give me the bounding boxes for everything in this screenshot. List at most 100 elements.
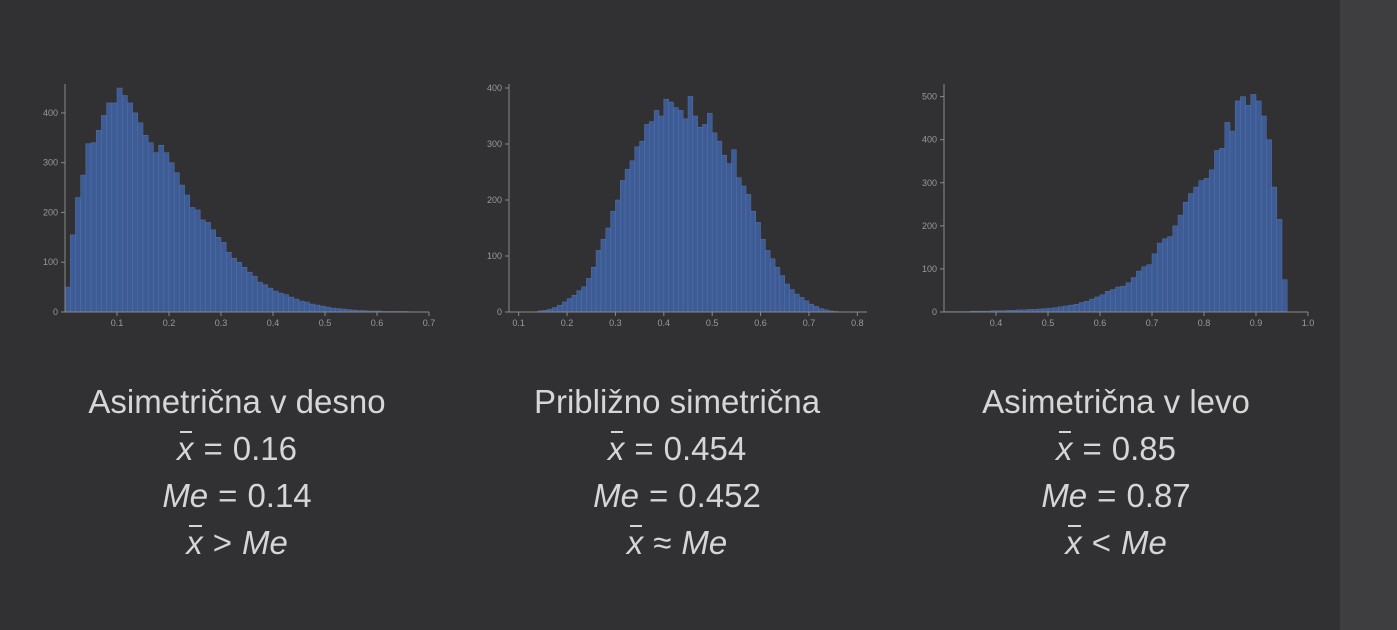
y-tick-label: 300 bbox=[43, 158, 58, 168]
histogram-bar bbox=[1130, 277, 1137, 313]
y-tick-label: 400 bbox=[922, 135, 937, 145]
histogram-bar bbox=[1234, 100, 1241, 313]
histogram-bar bbox=[561, 301, 568, 313]
histogram-bar bbox=[586, 278, 592, 313]
histogram-bar bbox=[1182, 201, 1189, 313]
histogram-bar bbox=[288, 296, 295, 313]
histogram-bar bbox=[251, 275, 258, 313]
median-symbol: Me bbox=[1041, 477, 1088, 514]
equals-sign: = bbox=[648, 477, 669, 514]
histogram-bar bbox=[127, 102, 133, 313]
histogram-bar bbox=[658, 115, 665, 313]
histogram-bar bbox=[1052, 307, 1059, 313]
histogram-bar bbox=[137, 122, 144, 313]
caption-mean-line: x = 0.454 bbox=[477, 425, 877, 472]
histogram-bar bbox=[132, 112, 139, 313]
histogram-bar bbox=[687, 96, 694, 313]
histogram-bar bbox=[111, 102, 118, 313]
scrollbar[interactable] bbox=[1340, 0, 1397, 630]
relation-sign: > bbox=[212, 524, 232, 561]
histogram-bar bbox=[194, 209, 201, 313]
x-tick-label: 0.3 bbox=[215, 318, 228, 328]
histogram-bar bbox=[257, 281, 263, 313]
histogram-bar bbox=[1094, 296, 1101, 313]
histogram-bar bbox=[90, 142, 97, 313]
histogram-bar bbox=[1104, 291, 1111, 313]
equals-sign: = bbox=[218, 477, 238, 514]
histogram-bar bbox=[1214, 150, 1220, 313]
caption-title: Asimetrična v levo bbox=[982, 383, 1250, 420]
histogram-bar bbox=[262, 284, 269, 313]
caption-mean-line: x = 0.85 bbox=[916, 425, 1316, 472]
mean-value: 0.85 bbox=[1111, 430, 1176, 467]
histogram-bar bbox=[731, 149, 737, 313]
histogram-bar bbox=[1188, 193, 1194, 313]
histogram-bar bbox=[147, 142, 154, 313]
x-tick-label: 0.8 bbox=[851, 318, 864, 328]
y-tick-label: 0 bbox=[932, 307, 937, 317]
histogram-bar bbox=[668, 101, 674, 313]
histogram-bar bbox=[1146, 264, 1153, 313]
histogram-bar bbox=[329, 307, 336, 313]
histogram-bar bbox=[1115, 286, 1122, 313]
histogram-right-skewed: 0.1 0.2 0.3 0.4 0.5 0.6 0.7 0 100 200 300 400 bbox=[43, 84, 435, 328]
mean-symbol: x bbox=[1056, 425, 1073, 472]
x-tick-label: 0.4 bbox=[658, 318, 671, 328]
x-tick-label: 0.5 bbox=[1042, 318, 1055, 328]
histogram-bar bbox=[1042, 308, 1049, 313]
histogram-bar bbox=[1208, 169, 1215, 313]
mean-symbol: x bbox=[627, 519, 644, 566]
histogram-bar bbox=[678, 110, 684, 313]
histogram-bar bbox=[794, 293, 800, 313]
histogram-bar bbox=[634, 146, 640, 313]
histogram-bar bbox=[1110, 289, 1116, 313]
histogram-bar bbox=[605, 227, 611, 313]
histogram-bar bbox=[1219, 148, 1226, 313]
histogram-bar bbox=[1156, 242, 1163, 313]
histogram-bar bbox=[184, 194, 191, 313]
histogram-bar bbox=[283, 294, 289, 313]
y-tick-label: 0 bbox=[497, 307, 502, 317]
histogram-bar bbox=[231, 257, 237, 313]
equals-sign: = bbox=[1082, 430, 1102, 467]
histogram-bar bbox=[1198, 180, 1205, 313]
histogram-bar bbox=[168, 162, 175, 313]
histogram-bar bbox=[1229, 130, 1236, 313]
histogram-bar bbox=[673, 107, 679, 313]
histogram-bar bbox=[1089, 298, 1096, 313]
histogram-bar bbox=[293, 298, 300, 313]
histogram-bar bbox=[808, 303, 815, 313]
histogram-bar bbox=[1203, 178, 1210, 313]
histogram-bar bbox=[774, 266, 781, 313]
histogram-bar bbox=[649, 121, 655, 313]
histogram-bar bbox=[277, 292, 284, 313]
histogram-bar bbox=[755, 222, 761, 313]
histogram-bar bbox=[179, 184, 185, 313]
y-tick-label: 100 bbox=[43, 257, 58, 267]
histogram-bar bbox=[1266, 139, 1272, 313]
histogram-bar bbox=[1250, 94, 1257, 313]
histogram-bar bbox=[319, 305, 326, 313]
y-tick-label: 200 bbox=[922, 221, 937, 231]
histogram-bar bbox=[1276, 219, 1283, 313]
caption-relation-line: x > Me bbox=[37, 519, 437, 566]
histogram-bar bbox=[80, 174, 87, 313]
histogram-bar bbox=[745, 194, 752, 313]
histogram-bar bbox=[1073, 304, 1080, 313]
histogram-bar bbox=[784, 283, 790, 313]
x-tick-label: 0.6 bbox=[754, 318, 767, 328]
histogram-bar bbox=[1063, 305, 1070, 313]
histogram-bar bbox=[1240, 96, 1246, 313]
histogram-bar bbox=[236, 261, 243, 313]
histogram-bar bbox=[314, 304, 321, 313]
equals-sign: = bbox=[1097, 477, 1117, 514]
y-tick-label: 200 bbox=[43, 207, 58, 217]
histogram-bar bbox=[142, 135, 149, 313]
x-tick-label: 0.9 bbox=[1250, 318, 1263, 328]
x-tick-label: 0.4 bbox=[267, 318, 280, 328]
histogram-bar bbox=[106, 102, 113, 313]
caption-left-skewed: Asimetrična v levo x = 0.85 Me = 0.87 x < Me bbox=[916, 378, 1316, 566]
histogram-bar bbox=[624, 168, 631, 313]
histogram-bar bbox=[1255, 100, 1262, 313]
histogram-bar bbox=[335, 308, 341, 313]
